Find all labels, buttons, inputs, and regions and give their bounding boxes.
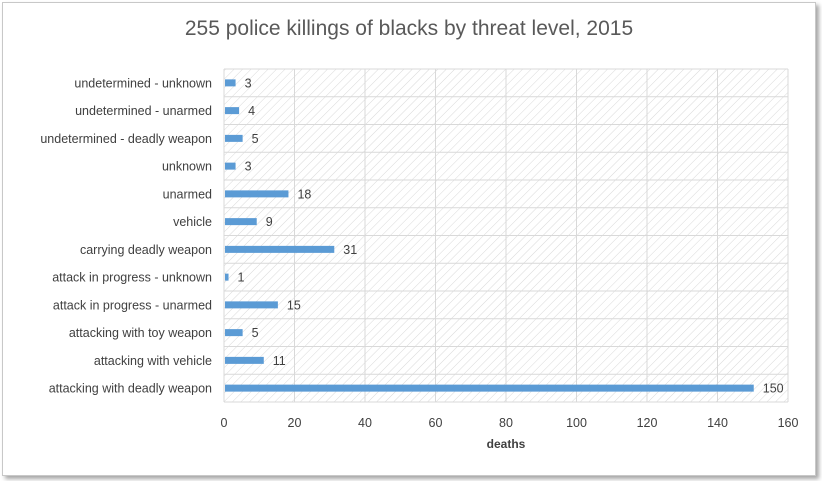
data-label: 3 (245, 160, 252, 174)
tick-label: 160 (778, 416, 799, 430)
data-label: 18 (297, 187, 311, 201)
bar (225, 162, 236, 170)
data-label: 3 (245, 76, 252, 90)
bar (225, 356, 264, 364)
data-label: 9 (266, 215, 273, 229)
tick-labels: 0 20 40 60 80 100 120 140 160 (221, 416, 799, 430)
tick-label: 20 (288, 416, 302, 430)
category-label: vehicle (173, 215, 212, 229)
gridlines (223, 68, 789, 403)
category-label: undetermined - unknown (74, 76, 212, 90)
tick-label: 0 (221, 416, 228, 430)
category-label: undetermined - unarmed (75, 104, 212, 118)
tick-label: 40 (358, 416, 372, 430)
data-label: 11 (273, 354, 286, 368)
bar (225, 107, 240, 115)
category-labels: undetermined - unknown undetermined - una… (40, 76, 212, 395)
chart-frame: 255 police killings of blacks by threat … (2, 2, 816, 476)
data-label: 150 (763, 382, 784, 396)
tick-label: 100 (566, 416, 587, 430)
data-label: 1 (238, 271, 245, 285)
bar (225, 273, 229, 281)
chart-title: 255 police killings of blacks by threat … (184, 17, 634, 40)
data-label: 4 (248, 104, 255, 118)
category-label: attacking with vehicle (94, 354, 212, 368)
bar (225, 190, 289, 198)
category-label: attacking with toy weapon (69, 326, 212, 340)
bar (225, 134, 243, 142)
bar (225, 218, 257, 226)
category-label: attack in progress - unknown (52, 271, 212, 285)
data-label: 5 (252, 132, 259, 146)
category-label: attacking with deadly weapon (49, 382, 212, 396)
tick-label: 140 (707, 416, 728, 430)
tick-label: 80 (499, 416, 513, 430)
bar (225, 329, 243, 337)
data-label: 5 (252, 326, 259, 340)
category-label: unknown (162, 160, 212, 174)
data-label: 31 (343, 243, 357, 257)
category-label: attack in progress - unarmed (53, 298, 212, 312)
tick-label: 120 (637, 416, 658, 430)
bar (225, 79, 236, 87)
category-label: undetermined - deadly weapon (40, 132, 212, 146)
bar (225, 301, 278, 309)
tick-label: 60 (429, 416, 443, 430)
data-label: 15 (287, 298, 301, 312)
category-label: carrying deadly weapon (80, 243, 212, 257)
category-label: unarmed (163, 187, 212, 201)
bar (225, 245, 335, 253)
x-axis-label: deaths (487, 437, 526, 451)
bar (225, 384, 754, 392)
